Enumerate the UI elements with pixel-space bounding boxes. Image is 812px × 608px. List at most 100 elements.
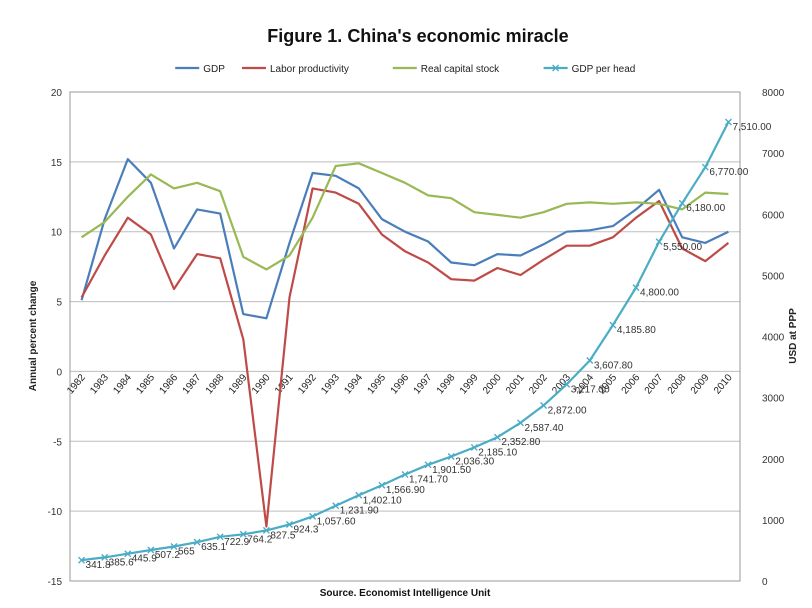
data-point — [124, 550, 132, 558]
x-tick-label: 1985 — [134, 372, 157, 396]
x-tick-label: 1995 — [365, 372, 388, 396]
x-tick-label: 1992 — [296, 372, 319, 396]
data-label: 3,217.30 — [571, 384, 610, 395]
data-label: 2,185.10 — [478, 447, 517, 458]
data-label: 4,800.00 — [640, 288, 679, 299]
data-label: 1,057.60 — [317, 516, 356, 527]
data-point — [147, 546, 155, 554]
x-tick-label: 1994 — [342, 372, 365, 396]
x-tick-label: 1987 — [181, 372, 204, 396]
data-label: 2,036.30 — [455, 457, 494, 468]
data-label: 7,510.00 — [732, 122, 771, 133]
data-point — [609, 321, 617, 329]
data-point — [655, 238, 663, 246]
x-tick-label: 1996 — [389, 372, 412, 396]
x-tick-label: 2008 — [666, 372, 689, 396]
data-label: 3,607.80 — [594, 360, 633, 371]
data-label: 1,402.10 — [363, 495, 402, 506]
data-point — [701, 163, 709, 171]
data-label: 827.5 — [270, 530, 295, 541]
data-label: 1,741.70 — [409, 475, 448, 486]
x-tick-label: 1993 — [319, 372, 342, 396]
data-point — [332, 502, 340, 510]
data-point — [170, 542, 178, 550]
x-tick-label: 2001 — [504, 372, 527, 396]
data-label: 1,231.90 — [340, 506, 379, 517]
x-tick-label: 1988 — [204, 372, 227, 396]
x-tick-label: 2010 — [712, 372, 735, 396]
series-lines — [78, 118, 732, 564]
x-tick-label: 2000 — [481, 372, 504, 396]
y-tick-label: 5 — [56, 298, 62, 309]
data-point — [216, 533, 224, 541]
data-label: 1,901.50 — [432, 465, 471, 476]
y-axis-label: Annual percent change — [28, 280, 39, 391]
y2-tick-label: 1000 — [762, 516, 785, 527]
x-tick-label: 2007 — [643, 372, 666, 396]
source-note: Source. Economist Intelligence Unit — [320, 588, 491, 599]
data-label: 341.8 — [86, 560, 111, 571]
data-point — [493, 433, 501, 441]
x-tick-label: 1986 — [158, 372, 181, 396]
y-tick-label: 0 — [56, 367, 62, 378]
y-tick-label: -10 — [48, 507, 63, 518]
data-point — [447, 453, 455, 461]
y-axis-left: -15 -10 -5 0 5 10 15 20 — [48, 88, 63, 588]
series-line-gdp — [80, 158, 729, 320]
data-point — [309, 512, 317, 520]
y2-tick-label: 7000 — [762, 149, 785, 160]
data-label: 722.9 — [224, 537, 249, 548]
data-point — [101, 553, 109, 561]
x-tick-label: 2009 — [689, 372, 712, 396]
data-point — [262, 526, 270, 534]
y-tick-label: -15 — [48, 577, 63, 588]
series-line-labor-productivity — [80, 187, 730, 528]
legend-label-labor-productivity: Labor productivity — [270, 64, 349, 75]
x-tick-label: 1982 — [65, 372, 88, 396]
y-axis-right: 0 1000 2000 3000 4000 5000 6000 7000 8000 — [762, 88, 785, 588]
x-tick-label: 1991 — [273, 372, 296, 396]
data-point — [355, 491, 363, 499]
x-tick-label: 2002 — [527, 372, 550, 396]
data-point — [285, 521, 293, 528]
x-tick-label: 1999 — [458, 372, 481, 396]
data-point — [678, 199, 686, 207]
data-label: 2,587.40 — [525, 423, 564, 434]
data-point — [401, 471, 409, 479]
data-point — [239, 530, 247, 538]
y-tick-label: 10 — [51, 228, 63, 239]
data-label: 924.3 — [293, 525, 318, 536]
y2-tick-label: 6000 — [762, 210, 785, 221]
data-point — [586, 356, 594, 364]
data-label: 6,180.00 — [686, 203, 725, 214]
x-axis: 1982 1983 1984 1985 1986 1987 1988 1989 1990 1991… — [65, 372, 735, 396]
data-label: 764.2 — [247, 534, 272, 545]
series-line-real-capital-stock — [80, 162, 729, 271]
data-label: 6,770.00 — [709, 167, 748, 178]
legend-marker — [552, 64, 560, 72]
data-point — [470, 443, 478, 451]
legend-label-gdp-per-head: GDP per head — [572, 64, 636, 75]
data-label: 4,185.80 — [617, 325, 656, 336]
x-tick-label: 1990 — [250, 372, 273, 396]
data-point — [424, 461, 432, 469]
data-point — [78, 556, 86, 564]
data-point — [540, 401, 548, 409]
data-label: 2,872.00 — [548, 405, 587, 416]
data-point — [193, 538, 201, 546]
x-tick-label: 1998 — [435, 372, 458, 396]
plot-frame — [69, 91, 741, 582]
data-label: 1,566.90 — [386, 485, 425, 496]
y2-tick-label: 3000 — [762, 394, 785, 405]
data-point — [563, 380, 571, 388]
y-tick-label: 15 — [51, 158, 63, 169]
data-point — [724, 118, 732, 126]
data-point — [632, 284, 640, 292]
legend-label-gdp: GDP — [203, 64, 225, 75]
y2-tick-label: 8000 — [762, 88, 785, 99]
y-tick-label: -5 — [53, 437, 62, 448]
data-label: 385.6 — [109, 557, 134, 568]
